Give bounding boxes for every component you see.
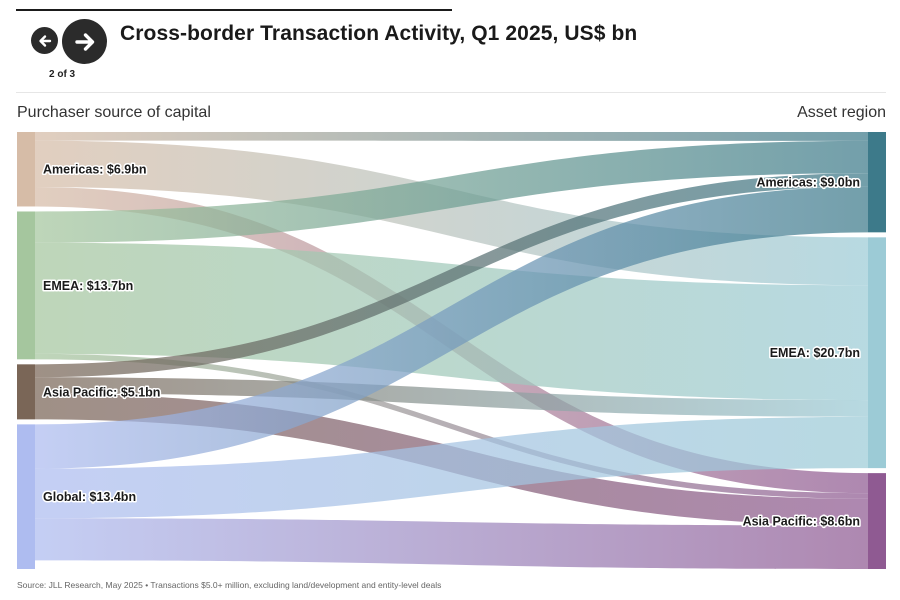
- arrow-left-icon: [38, 34, 51, 47]
- flow-americas-to-americas[interactable]: [35, 132, 868, 141]
- source-node-apac[interactable]: [17, 364, 35, 420]
- arrow-right-icon: [74, 32, 94, 51]
- page-indicator: 2 of 3: [49, 69, 76, 80]
- chart-title: Cross-border Transaction Activity, Q1 20…: [120, 22, 638, 45]
- previous-button[interactable]: [31, 27, 58, 54]
- source-label-emea: EMEA: $13.7bn: [43, 279, 133, 293]
- source-label-global: Global: $13.4bn: [43, 490, 136, 504]
- source-node-emea[interactable]: [17, 211, 35, 360]
- flow-emea-to-apac[interactable]: [35, 353, 868, 499]
- source-node-global[interactable]: [17, 424, 35, 569]
- flow-apac-to-emea[interactable]: [35, 377, 868, 417]
- pagination-nav: 2 of 3: [31, 19, 111, 81]
- header-divider: [16, 92, 886, 93]
- target-node-americas[interactable]: [868, 132, 886, 233]
- source-node-americas[interactable]: [17, 132, 35, 207]
- flow-global-to-americas[interactable]: [35, 186, 868, 469]
- target-label-americas: Americas: $9.0bn: [756, 176, 860, 190]
- flow-emea-to-americas[interactable]: [35, 140, 868, 243]
- right-axis-label: Asset region: [797, 104, 886, 121]
- left-axis-label: Purchaser source of capital: [17, 104, 211, 121]
- source-label-americas: Americas: $6.9bn: [43, 163, 147, 177]
- source-note: Source: JLL Research, May 2025 • Transac…: [17, 580, 442, 590]
- target-node-emea[interactable]: [868, 237, 886, 469]
- target-label-apac: Asia Pacific: $8.6bn: [743, 515, 860, 529]
- target-node-apac[interactable]: [868, 473, 886, 569]
- flow-global-to-emea[interactable]: [35, 416, 868, 519]
- source-label-apac: Asia Pacific: $5.1bn: [43, 385, 160, 399]
- target-label-emea: EMEA: $20.7bn: [770, 346, 860, 360]
- flow-apac-to-americas[interactable]: [35, 173, 868, 378]
- top-rule: [16, 9, 452, 11]
- flow-global-to-apac[interactable]: [35, 518, 868, 569]
- next-button[interactable]: [62, 19, 107, 64]
